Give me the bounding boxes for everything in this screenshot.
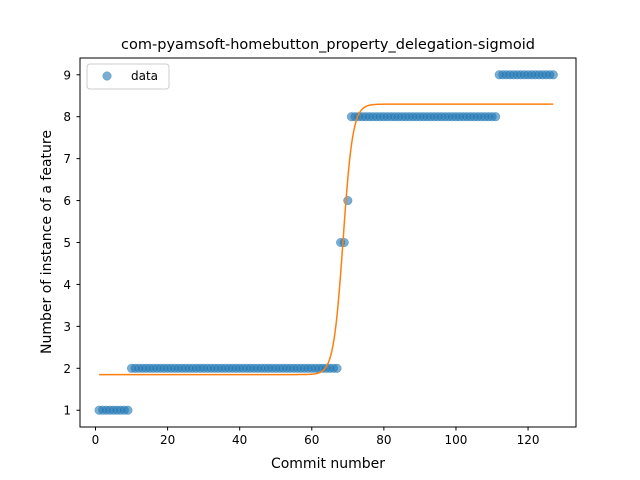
- x-tick-label: 0: [92, 433, 100, 447]
- y-axis-ticks: 1 2 3 4 5 6 7 8 9: [63, 68, 80, 418]
- y-tick-label: 1: [63, 404, 71, 418]
- x-tick-label: 60: [304, 433, 319, 447]
- data-points: [94, 70, 558, 415]
- y-tick-label: 8: [63, 110, 71, 124]
- y-tick-label: 4: [63, 278, 71, 292]
- y-tick-label: 9: [63, 68, 71, 82]
- data-point: [491, 112, 501, 122]
- x-tick-label: 20: [160, 433, 175, 447]
- data-point: [123, 405, 133, 415]
- data-point: [339, 237, 349, 248]
- x-tick-label: 120: [517, 433, 540, 447]
- plot-area: [79, 57, 577, 428]
- x-axis-label: Commit number: [271, 456, 385, 472]
- data-point: [548, 70, 558, 80]
- chart-title: com-pyamsoft-homebutton_property_delegat…: [121, 37, 535, 53]
- y-tick-label: 6: [63, 194, 71, 208]
- y-tick-label: 2: [63, 362, 71, 376]
- x-axis-ticks: 0 20 40 60 80 100 120: [92, 427, 540, 447]
- sigmoid-fit-line: [99, 103, 554, 376]
- legend: data: [86, 63, 170, 90]
- x-tick-label: 40: [232, 433, 247, 447]
- legend-label: data: [131, 69, 158, 83]
- x-tick-label: 80: [376, 433, 391, 447]
- legend-marker: [102, 71, 112, 81]
- y-axis-label: Number of instance of a feature: [39, 130, 55, 354]
- y-tick-label: 7: [63, 152, 71, 166]
- x-tick-label: 100: [445, 433, 468, 447]
- y-tick-label: 3: [63, 320, 71, 334]
- data-point: [332, 363, 342, 373]
- y-tick-label: 5: [63, 236, 71, 250]
- data-point: [343, 196, 353, 206]
- legend-box: [86, 63, 170, 90]
